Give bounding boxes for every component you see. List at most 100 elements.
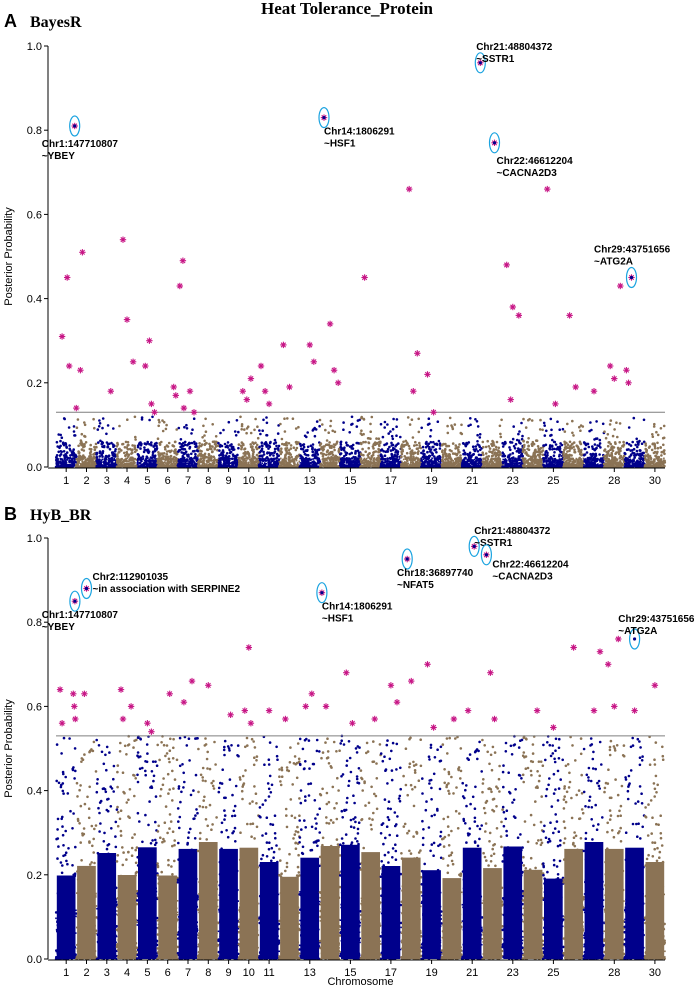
- snp-point: [305, 461, 307, 464]
- snp-point: [450, 457, 453, 460]
- snp-point: [509, 441, 512, 444]
- snp-point: [519, 459, 522, 461]
- snp-point: [416, 457, 420, 460]
- snp-point: [475, 464, 478, 466]
- snp-point: [326, 449, 330, 452]
- snp-point: [527, 437, 530, 440]
- snp-point: [551, 438, 554, 442]
- snp-point: [94, 462, 96, 464]
- figure-title: Heat Tolerance_Protein: [261, 0, 434, 18]
- snp-point: [247, 457, 249, 460]
- snp-point: [198, 462, 201, 464]
- snp-point: [420, 457, 423, 459]
- snp-point: [245, 431, 248, 435]
- snp-points: [54, 415, 667, 469]
- snp-point: [405, 458, 408, 460]
- snp-point: [182, 458, 185, 460]
- snp-point: [556, 466, 558, 468]
- snp-point: [526, 465, 528, 467]
- snp-point: [65, 461, 67, 463]
- snp-point: [555, 459, 557, 461]
- snp-point: [83, 445, 86, 448]
- snp-point: [516, 460, 519, 462]
- snp-point: [319, 463, 321, 466]
- snp-point: [83, 465, 85, 468]
- snp-point: [203, 462, 206, 465]
- snp-point: [223, 442, 227, 446]
- snp-point: [454, 447, 457, 450]
- snp-point: [211, 423, 214, 426]
- snp-point: [269, 452, 273, 456]
- snp-point: [559, 462, 561, 464]
- snp-point: [171, 458, 174, 461]
- snp-point: [558, 448, 561, 452]
- snp-point: [72, 430, 76, 433]
- snp-point: [192, 464, 194, 466]
- snp-point: [198, 466, 200, 468]
- snp-point: [537, 464, 539, 466]
- snp-point: [86, 458, 88, 460]
- snp-point: [228, 460, 231, 462]
- snp-point: [401, 448, 404, 452]
- snp-point: [211, 463, 213, 465]
- snp-point: [321, 454, 325, 458]
- snp-point: [167, 459, 170, 462]
- snp-point: [377, 443, 381, 447]
- snp-point: [78, 456, 82, 460]
- snp-point: [560, 450, 563, 454]
- snp-point: [85, 464, 88, 466]
- snp-point: [436, 420, 440, 424]
- snp-point: [178, 460, 181, 463]
- snp-point: [161, 458, 164, 460]
- snp-point: [392, 460, 394, 463]
- snp-point: [63, 459, 65, 462]
- snp-point: [353, 463, 356, 465]
- snp-point: [189, 456, 193, 460]
- snp-point: [430, 465, 433, 468]
- snp-point: [404, 466, 406, 468]
- snp-point: [450, 461, 453, 464]
- snp-point: [345, 441, 348, 445]
- snp-point: [228, 458, 230, 460]
- snp-point: [356, 419, 360, 422]
- snp-point: [83, 435, 87, 438]
- snp-point: [97, 441, 100, 444]
- snp-point: [450, 465, 452, 467]
- snp-point: [210, 458, 213, 461]
- snp-point: [519, 442, 522, 445]
- snp-point: [185, 427, 189, 430]
- snp-point: [534, 455, 538, 458]
- snp-point: [459, 460, 462, 462]
- snp-point: [96, 428, 100, 431]
- snp-point: [541, 453, 545, 457]
- snp-point: [438, 461, 440, 463]
- snp-point: [442, 442, 445, 446]
- snp-point: [121, 465, 123, 467]
- snp-point: [289, 444, 293, 447]
- snp-point: [275, 444, 278, 448]
- snp-point: [373, 458, 375, 460]
- snp-point: [517, 449, 521, 452]
- snp-point: [392, 417, 395, 421]
- snp-point: [169, 462, 171, 464]
- snp-point: [178, 459, 180, 461]
- snp-point: [158, 420, 161, 424]
- snp-point: [218, 466, 221, 468]
- snp-point: [104, 463, 107, 465]
- snp-point: [56, 445, 59, 448]
- snp-point: [395, 425, 398, 429]
- snp-point: [174, 459, 176, 461]
- snp-point: [82, 449, 86, 452]
- snp-point: [121, 462, 124, 465]
- snp-point: [529, 455, 533, 459]
- snp-point: [369, 464, 371, 466]
- snp-point: [329, 444, 332, 448]
- snp-point: [516, 458, 518, 460]
- snp-point: [479, 448, 482, 452]
- snp-point: [251, 460, 254, 463]
- snp-point: [318, 424, 321, 428]
- snp-point: [243, 428, 246, 431]
- snp-point: [230, 445, 234, 449]
- snp-point: [203, 461, 205, 464]
- snp-point: [231, 461, 233, 464]
